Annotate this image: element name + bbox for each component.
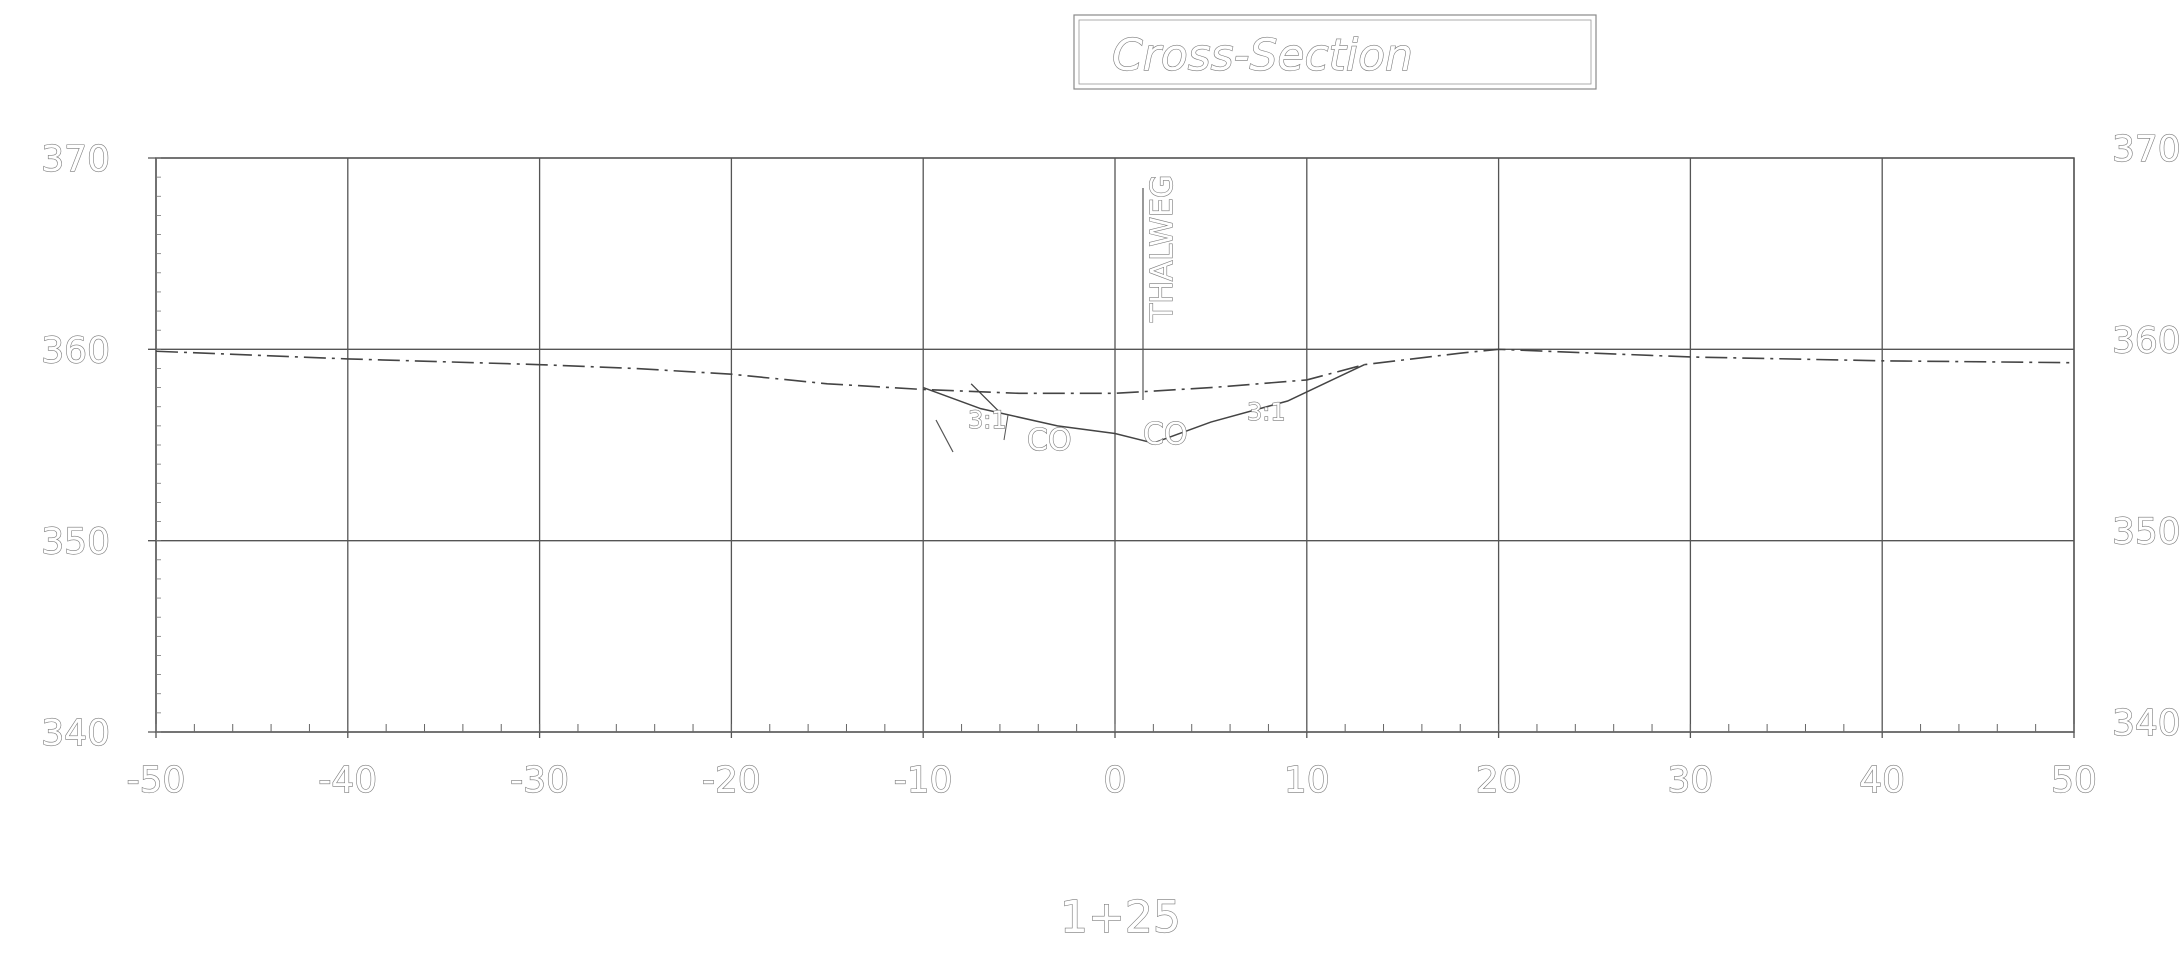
y-tick-label-left: 370 <box>41 139 110 180</box>
y-tick-label-left: 350 <box>41 522 110 563</box>
y-tick-label-left: 360 <box>41 330 110 371</box>
y-tick-label-left: 340 <box>41 713 110 754</box>
x-tick-label: 20 <box>1476 760 1522 801</box>
left-tick-marks <box>156 157 161 733</box>
x-tick-label: -30 <box>510 760 569 801</box>
y-tick-label-right: 370 <box>2112 129 2180 170</box>
right-slope-label: 3:1 <box>1247 398 1286 426</box>
y-tick-label-right: 350 <box>2112 512 2180 553</box>
title-box-inner <box>1078 19 1592 85</box>
y-tick-label-right: 340 <box>2112 703 2180 744</box>
channel-annotations: 3:1 3:1 CO CO <box>935 397 1286 459</box>
x-tick-label: 30 <box>1667 760 1713 801</box>
right-culvert-label: CO <box>1143 417 1188 452</box>
left-slope-label: 3:1 <box>968 406 1007 434</box>
grid-lines <box>148 157 2075 738</box>
x-tick-label: -10 <box>894 760 953 801</box>
x-tick-label: -20 <box>702 760 761 801</box>
thalweg-label: THALWEG <box>1145 175 1180 323</box>
x-tick-label: 0 <box>1104 760 1127 801</box>
left-inner-tick <box>1003 414 1009 441</box>
y-tick-label-right: 360 <box>2112 320 2180 361</box>
x-tick-label: 10 <box>1284 760 1330 801</box>
channel-design-profile <box>922 363 1365 444</box>
station-label: 1+25 <box>1060 892 1181 943</box>
y-axis-left-tick-labels: 340 350 360 370 <box>41 138 111 754</box>
title-box-outer <box>1073 14 1597 90</box>
thalweg-marker: THALWEG <box>1142 174 1181 400</box>
profile-lines <box>155 348 2075 444</box>
plot-area <box>148 157 2075 738</box>
existing-ground-profile <box>155 348 2075 395</box>
x-tick-label: -40 <box>318 760 377 801</box>
left-slope-tick <box>935 419 954 453</box>
channel-side-line <box>970 383 1001 413</box>
title-block: Cross-Section <box>1073 14 1597 90</box>
chart-title: Cross-Section <box>1112 30 1413 81</box>
x-tick-label: -50 <box>127 760 186 801</box>
bottom-tick-marks <box>155 724 2075 732</box>
x-axis-tick-labels: -50 -40 -30 -20 -10 0 10 20 30 40 50 <box>126 759 2098 801</box>
x-tick-label: 50 <box>2051 760 2097 801</box>
left-culvert-label: CO <box>1027 423 1072 458</box>
x-tick-label: 40 <box>1859 760 1905 801</box>
y-axis-right-tick-labels: 340 350 360 370 <box>2111 128 2180 744</box>
